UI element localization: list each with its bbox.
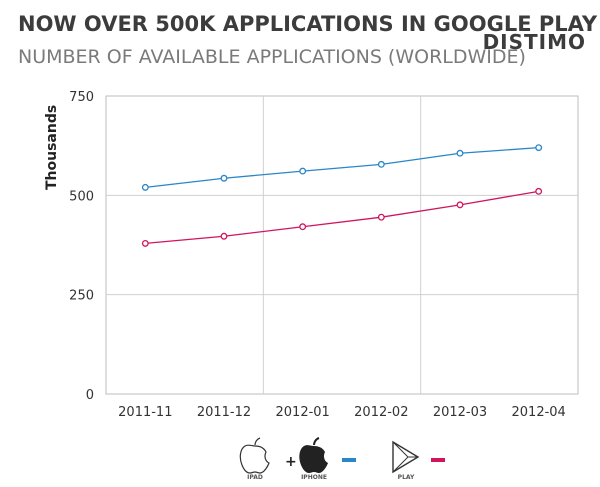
brand-logo: DISTIMO [482, 30, 586, 54]
data-point [220, 232, 228, 240]
legend-swatch-play [431, 458, 445, 462]
data-point [299, 223, 307, 231]
series-line-0 [145, 147, 539, 189]
legend-graphics: + [239, 437, 445, 474]
data-point [220, 174, 228, 182]
data-point [377, 160, 385, 168]
legend-label-iphone: IPHONE [301, 474, 327, 481]
x-tick-label: 2012-02 [354, 405, 408, 420]
x-tick-label: 2012-03 [433, 405, 487, 420]
y-tick-label: 250 [69, 289, 94, 304]
legend: + IPAD IPHONE PLAY [0, 434, 600, 487]
y-tick-label: 0 [86, 388, 94, 403]
legend-label-ipad: IPAD [247, 474, 263, 481]
x-tick-label: 2012-04 [512, 405, 566, 420]
legend-plus: + [285, 454, 297, 470]
data-point [141, 239, 149, 247]
series-line-1 [145, 190, 539, 245]
data-point [535, 187, 543, 195]
legend-label-play: PLAY [397, 474, 415, 481]
data-point [141, 183, 149, 191]
data-point [456, 201, 464, 209]
x-tick-label: 2011-12 [197, 405, 251, 420]
x-tick-label: 2011-11 [118, 405, 172, 420]
apple-filled-icon [299, 437, 328, 473]
data-point [456, 149, 464, 157]
play-store-icon [392, 440, 420, 474]
data-point [299, 167, 307, 175]
chart-title: NOW OVER 500K APPLICATIONS IN GOOGLE PLA… [18, 12, 598, 36]
data-point [535, 144, 543, 152]
chart-subtitle: NUMBER OF AVAILABLE APPLICATIONS (WORLDW… [18, 46, 526, 68]
line-chart: 0 250 500 750 2011-11 2011-12 2012-01 2012-02 20… [69, 90, 579, 420]
apple-outline-icon [239, 437, 270, 474]
plot-frame [105, 95, 579, 395]
legend-swatch-apple [342, 458, 356, 462]
x-tick-label: 2012-01 [276, 405, 330, 420]
data-point [377, 213, 385, 221]
y-tick-label: 750 [69, 90, 94, 105]
y-tick-label: 500 [69, 189, 94, 204]
